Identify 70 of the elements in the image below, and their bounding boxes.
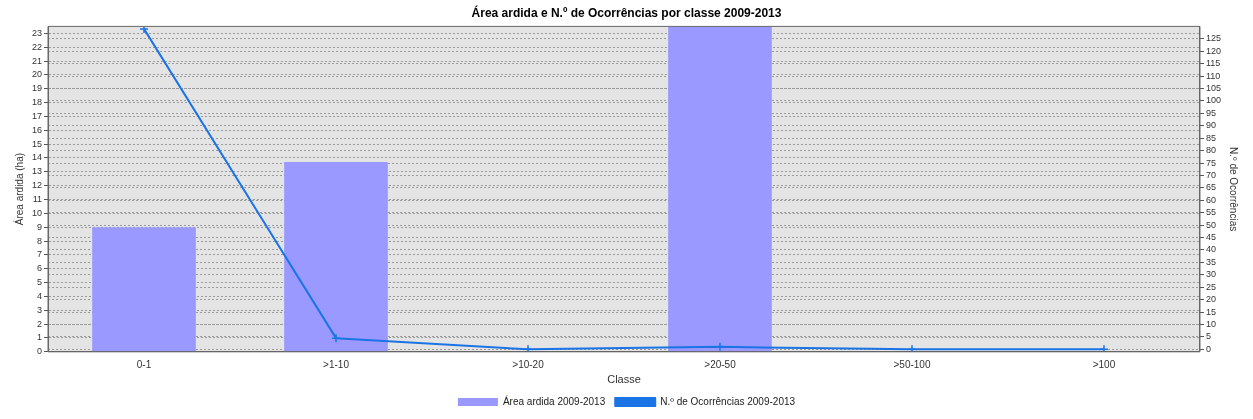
legend-label: Área ardida 2009-2013: [502, 394, 606, 407]
y2-tick-label: 110: [1205, 70, 1221, 81]
x-tick-label: >50-100: [893, 358, 931, 370]
y2-tick-label: 20: [1205, 294, 1216, 305]
y-tick-label: 14: [32, 152, 43, 163]
y-tick-label: 0: [37, 346, 43, 357]
chart-title: Área ardida e N.º de Ocorrências por classe 2009-2013: [471, 4, 782, 20]
y2-tick-label: 15: [1205, 306, 1216, 317]
point: [139, 26, 149, 34]
y-tick-label: 9: [37, 221, 43, 232]
y-tick-label: 12: [32, 180, 43, 191]
y-tick-label: 22: [32, 41, 43, 52]
y-tick-label: 16: [32, 124, 43, 135]
legend-label: N.º de Ocorrências 2009-2013: [660, 395, 796, 407]
y2-tick-label: 105: [1205, 82, 1222, 93]
y2-tick-label: 125: [1205, 33, 1222, 44]
y2-tick-label: 5: [1205, 331, 1211, 342]
y-tick-label: 13: [32, 166, 43, 177]
y-tick-label: 18: [32, 97, 43, 108]
y2-tick-label: 25: [1205, 281, 1216, 292]
x-tick-label: >20-50: [704, 358, 737, 370]
y2-tick-label: 40: [1205, 244, 1216, 255]
bar: [668, 26, 772, 352]
y2-tick-label: 10: [1205, 318, 1216, 329]
x-tick-label: >100: [1092, 358, 1116, 370]
x-tick-label: >10-20: [512, 358, 545, 370]
y-tick-label: 1: [37, 332, 43, 343]
y2-tick-label: 50: [1205, 219, 1216, 230]
y-tick-label: 15: [32, 138, 43, 149]
y-tick-label: 4: [37, 290, 43, 301]
y-tick-label: 19: [32, 83, 43, 94]
y-tick-label: 6: [37, 263, 43, 274]
y2-tick-label: 85: [1205, 132, 1216, 143]
y2-tick-label: 80: [1205, 145, 1216, 156]
y2-tick-label: 100: [1205, 95, 1222, 106]
y-tick-label: 20: [32, 69, 43, 80]
point: [523, 344, 533, 352]
y2-tick-label: 115: [1205, 58, 1221, 69]
y-tick-label: 17: [32, 110, 43, 121]
y-tick-label: 2: [37, 318, 43, 329]
y2-tick-label: 55: [1205, 207, 1216, 218]
y-tick-label: 23: [32, 27, 43, 38]
y-tick-label: 7: [37, 249, 43, 260]
y-tick-label: 3: [37, 304, 43, 315]
bar: [284, 162, 388, 352]
y2-tick-label: 45: [1205, 232, 1216, 243]
x-tick-label: >1-10: [323, 358, 350, 370]
y2-tick-label: 75: [1205, 157, 1216, 168]
y-tick-label: 21: [32, 55, 43, 66]
y2-tick-label: 90: [1205, 120, 1216, 131]
y-tick-label: 5: [37, 277, 43, 288]
bar: [92, 227, 196, 352]
y-tick-label: 10: [32, 207, 43, 218]
y2-tick-label: 95: [1205, 107, 1216, 118]
y2-tick-label: 60: [1205, 194, 1216, 205]
y2-tick-label: 35: [1205, 256, 1216, 267]
y-axis-title: Área ardida (ha): [12, 152, 25, 226]
y2-tick-label: 30: [1205, 269, 1216, 280]
y2-tick-label: 120: [1205, 45, 1222, 56]
point: [1099, 344, 1109, 352]
x-tick-label: 0-1: [136, 358, 152, 370]
y2-axis-title: N.º de Ocorrências: [1228, 146, 1240, 232]
point: [907, 344, 917, 352]
x-axis-title: Classe: [607, 373, 641, 386]
y2-tick-label: 70: [1205, 169, 1216, 180]
point: [331, 333, 341, 343]
y-tick-label: 11: [32, 193, 43, 204]
y2-tick-label: 65: [1205, 182, 1216, 193]
y-tick-label: 8: [37, 235, 43, 246]
y2-tick-label: 0: [1205, 343, 1211, 354]
